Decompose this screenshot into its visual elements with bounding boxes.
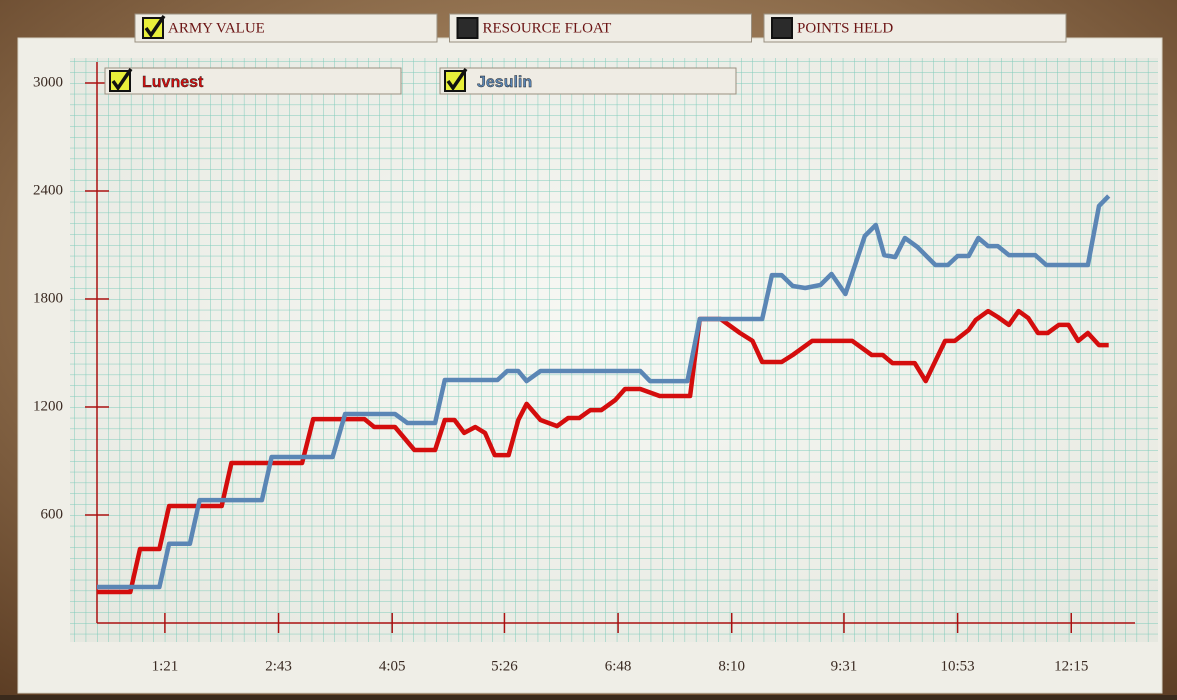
x-tick-label: 1:21 (152, 658, 179, 674)
x-tick-label: 6:48 (605, 658, 632, 674)
check-mark (144, 15, 166, 39)
toggle-tab[interactable] (449, 13, 752, 43)
toggle-tab[interactable] (763, 13, 1067, 43)
x-tick-label: 12:15 (1054, 658, 1088, 674)
toggle-label: ARMY VALUE (168, 20, 265, 36)
legend-tab[interactable] (104, 67, 402, 95)
legend-tab[interactable] (439, 67, 737, 95)
check-mark (111, 68, 133, 92)
x-tick-label: 10:53 (941, 658, 975, 674)
x-tick-label: 4:05 (379, 658, 406, 674)
toggle-label: POINTS HELD (797, 20, 893, 36)
y-tick-label: 3000 (33, 74, 63, 90)
y-tick-label: 2400 (33, 182, 63, 198)
y-tick-label: 600 (41, 506, 64, 522)
checkbox[interactable] (456, 17, 479, 39)
x-tick-label: 2:43 (265, 658, 292, 674)
x-tick-label: 9:31 (831, 658, 858, 674)
legend-label: Jesulin (477, 74, 532, 91)
series-line (97, 308, 1109, 595)
x-tick-label: 8:10 (718, 658, 745, 674)
check-mark (446, 68, 468, 92)
graph-grid (70, 58, 1158, 642)
y-tick-label: 1200 (33, 398, 63, 414)
toggle-label: RESOURCE FLOAT (483, 20, 612, 36)
series-line (97, 194, 1111, 590)
checkbox[interactable] (771, 17, 793, 39)
y-tick-label: 1800 (33, 290, 63, 306)
legend-label: Luvnest (142, 74, 204, 91)
toggle-tab[interactable] (134, 13, 438, 43)
x-tick-label: 5:26 (491, 658, 518, 674)
